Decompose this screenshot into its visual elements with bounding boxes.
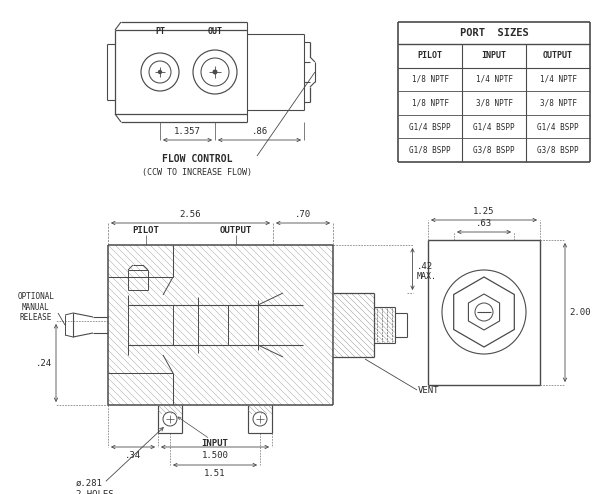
- Text: .42: .42: [416, 261, 433, 271]
- Text: PILOT: PILOT: [418, 51, 443, 60]
- Text: OPTIONAL
MANUAL
RELEASE: OPTIONAL MANUAL RELEASE: [17, 292, 55, 322]
- Text: 1/4 NPTF: 1/4 NPTF: [476, 75, 512, 84]
- Text: PILOT: PILOT: [133, 226, 160, 235]
- Text: 2.56: 2.56: [180, 210, 201, 219]
- Text: PORT  SIZES: PORT SIZES: [460, 28, 529, 38]
- Text: .86: .86: [251, 127, 268, 136]
- Text: 1/4 NPTF: 1/4 NPTF: [539, 75, 577, 84]
- Text: OUT: OUT: [208, 27, 223, 36]
- Text: 1.25: 1.25: [473, 207, 495, 216]
- Text: .34: .34: [125, 451, 141, 460]
- Text: G3/8 BSPP: G3/8 BSPP: [473, 146, 515, 155]
- Text: INPUT: INPUT: [202, 439, 229, 448]
- Text: MAX.: MAX.: [416, 272, 437, 281]
- Text: 3/8 NPTF: 3/8 NPTF: [476, 98, 512, 108]
- Text: ø.281: ø.281: [76, 479, 103, 488]
- Text: (CCW TO INCREASE FLOW): (CCW TO INCREASE FLOW): [142, 168, 252, 177]
- Text: FLOW CONTROL: FLOW CONTROL: [162, 154, 232, 164]
- Text: 2 HOLES: 2 HOLES: [76, 490, 113, 494]
- Circle shape: [158, 71, 161, 74]
- Text: INPUT: INPUT: [482, 51, 506, 60]
- Text: VENT: VENT: [418, 385, 439, 395]
- Text: 1.357: 1.357: [174, 127, 201, 136]
- Text: .70: .70: [295, 210, 311, 219]
- Text: G1/4 BSPP: G1/4 BSPP: [409, 122, 451, 131]
- Text: 1.500: 1.500: [202, 451, 229, 460]
- Text: 1/8 NPTF: 1/8 NPTF: [412, 98, 449, 108]
- Text: 3/8 NPTF: 3/8 NPTF: [539, 98, 577, 108]
- Text: .63: .63: [476, 219, 492, 228]
- Text: 1.51: 1.51: [204, 469, 226, 478]
- Circle shape: [213, 70, 217, 74]
- Text: G3/8 BSPP: G3/8 BSPP: [537, 146, 579, 155]
- Text: PT: PT: [155, 27, 165, 36]
- Text: G1/8 BSPP: G1/8 BSPP: [409, 146, 451, 155]
- Text: 2.00: 2.00: [569, 308, 590, 317]
- Text: G1/4 BSPP: G1/4 BSPP: [537, 122, 579, 131]
- Text: OUTPUT: OUTPUT: [220, 226, 252, 235]
- Text: OUTPUT: OUTPUT: [543, 51, 573, 60]
- Text: 1/8 NPTF: 1/8 NPTF: [412, 75, 449, 84]
- Text: .24: .24: [36, 359, 52, 368]
- Text: G1/4 BSPP: G1/4 BSPP: [473, 122, 515, 131]
